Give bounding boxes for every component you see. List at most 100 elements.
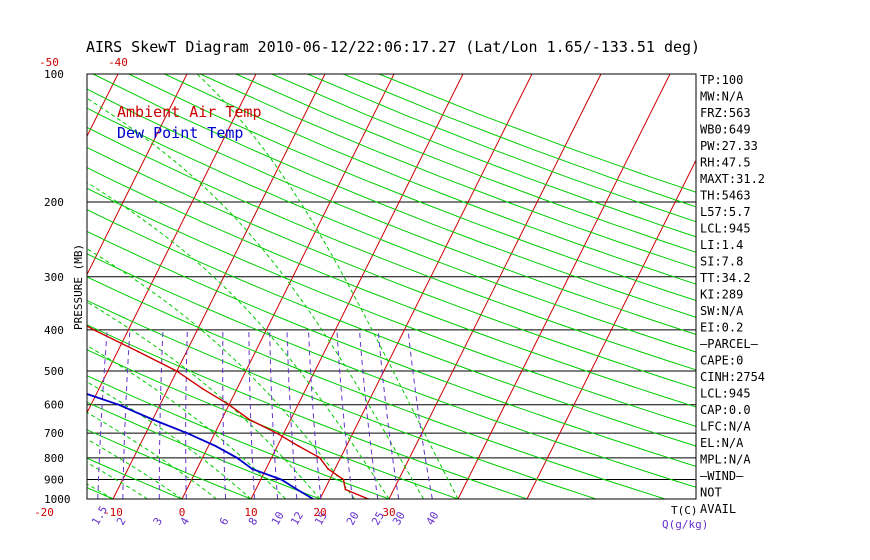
stat-label: EL:N/A xyxy=(700,436,744,450)
dry-adiabat-line xyxy=(87,299,597,499)
mixing-ratio-line xyxy=(377,329,400,499)
stat-label: MPL:N/A xyxy=(700,453,751,467)
dry-adiabat-line xyxy=(87,276,666,499)
ambient-air-temp-point xyxy=(248,418,251,421)
ambient-air-temp-point xyxy=(228,403,230,406)
mixing-ratio-line xyxy=(97,329,108,499)
mixing-ratio-line xyxy=(336,329,354,499)
ambient-air-temp-line xyxy=(87,325,369,499)
stat-label: FRZ:563 xyxy=(700,106,751,120)
dry-adiabat-line xyxy=(87,429,252,499)
ambient-air-temp-point xyxy=(175,370,178,372)
stat-label: CAPE:0 xyxy=(700,354,743,368)
moist-adiabat-line xyxy=(0,74,44,499)
dry-adiabat-line xyxy=(87,126,696,371)
dry-adiabat-line xyxy=(307,74,696,223)
dew-point-temp-point xyxy=(151,418,154,421)
mixing-ratio-line xyxy=(248,329,255,499)
stat-label: SI:7.8 xyxy=(700,255,743,269)
dew-point-temp-point xyxy=(186,432,189,435)
mixing-ratio-tick-label: 12 xyxy=(288,510,306,528)
isotherm-line xyxy=(526,159,696,499)
y-axis-label: PRESSURE (MB) xyxy=(72,244,85,330)
dew-point-temp-point xyxy=(214,445,217,447)
bottom-temp-tick-label: 0 xyxy=(179,506,186,519)
mixing-ratio-line xyxy=(64,330,77,499)
mixing-ratio-tick-label: 15 xyxy=(312,510,330,528)
mixing-ratio-line xyxy=(222,329,227,499)
pressure-tick-label: 900 xyxy=(44,474,64,487)
mixing-ratio-line xyxy=(359,329,379,499)
isotherm-line xyxy=(457,74,671,499)
mixing-ratio-tick-label: 3 xyxy=(151,515,166,527)
dew-point-temp-point xyxy=(236,456,238,459)
top-temp-tick-label: -40 xyxy=(108,56,128,69)
stat-label: TH:5463 xyxy=(700,189,751,203)
dry-adiabat-line xyxy=(87,209,696,447)
moist-adiabat-line xyxy=(87,462,148,499)
pressure-tick-label: 1000 xyxy=(44,493,71,506)
dry-adiabat-line xyxy=(87,324,528,499)
pressure-tick-label: 200 xyxy=(44,196,64,209)
dry-adiabat-line xyxy=(271,74,696,238)
dry-adiabat-line xyxy=(235,74,696,253)
dry-adiabat-line xyxy=(164,74,696,285)
mixing-ratio-line xyxy=(308,329,322,499)
pressure-tick-label: 800 xyxy=(44,452,64,465)
mixing-ratio-tick-label: 20 xyxy=(344,510,362,528)
dry-adiabat-line xyxy=(128,74,696,302)
isotherm-line xyxy=(319,74,533,499)
moist-adiabat-line xyxy=(87,301,321,499)
moist-adiabat-line xyxy=(87,248,355,499)
stat-label: SW:N/A xyxy=(700,304,744,318)
mixing-ratio-line xyxy=(286,329,298,499)
isotherm-line xyxy=(250,74,464,499)
stat-label: TT:34.2 xyxy=(700,271,751,285)
stability-indices-panel: TP:100 MW:N/A FRZ:563 WB0:649 PW:27.33 RH:47.… xyxy=(700,73,765,516)
dry-adiabat-line xyxy=(87,107,696,353)
dry-adiabat-line xyxy=(200,74,696,269)
ambient-air-temp-point xyxy=(93,329,95,331)
dew-point-temp-line xyxy=(87,393,314,499)
dry-adiabat-line xyxy=(87,146,696,389)
isotherm-line xyxy=(0,74,49,499)
dew-point-temp-point xyxy=(71,388,73,390)
top-temp-tick-label: -50 xyxy=(39,56,59,69)
pressure-tick-label: 600 xyxy=(44,399,64,412)
dry-adiabat-line xyxy=(87,349,459,499)
ambient-air-temp-point xyxy=(297,445,300,447)
stat-label: CAP:0.0 xyxy=(700,403,751,417)
moist-adiabat-line xyxy=(87,181,390,499)
ambient-air-temp-point xyxy=(344,488,347,491)
mixing-ratio-tick-label: 25 xyxy=(369,510,387,528)
dry-adiabat-line xyxy=(378,74,696,193)
bottom-temp-tick-label: 30 xyxy=(382,506,395,519)
stat-label: KI:289 xyxy=(700,288,743,302)
pressure-tick-label: 500 xyxy=(44,365,64,378)
stat-label: L57:5.7 xyxy=(700,205,751,219)
mixing-ratio-tick-label: 10 xyxy=(269,510,287,528)
moist-adiabat-line xyxy=(196,74,459,499)
legend: Ambient Air Temp Dew Point Temp xyxy=(117,103,262,142)
dew-point-temp-point xyxy=(251,468,254,470)
x-axis-unit: T(C) xyxy=(671,504,698,517)
mixing-ratio-line xyxy=(9,330,26,499)
isotherm-line xyxy=(388,74,602,499)
dew-point-temp-point xyxy=(280,478,283,481)
stat-label: LI:1.4 xyxy=(700,238,743,252)
dew-point-temp-point xyxy=(296,488,298,491)
mixing-ratio-tick-label: 40 xyxy=(424,510,442,528)
isotherm-line xyxy=(112,74,326,499)
dry-adiabat-line xyxy=(87,375,390,499)
stat-label: LFC:N/A xyxy=(700,420,751,434)
legend-ambient-air-temp: Ambient Air Temp xyxy=(117,103,262,121)
plot-frame xyxy=(86,73,697,500)
pressure-tick-label: 700 xyxy=(44,427,64,440)
dew-point-temp-point xyxy=(17,370,19,372)
stat-label: MAXT:31.2 xyxy=(700,172,765,186)
dry-adiabat-line xyxy=(87,187,696,427)
ambient-air-temp-point xyxy=(327,468,329,470)
ambient-air-temp-point xyxy=(50,304,52,306)
bottom-temp-tick-label: 10 xyxy=(244,506,257,519)
stat-label: RH:47.5 xyxy=(700,156,751,170)
